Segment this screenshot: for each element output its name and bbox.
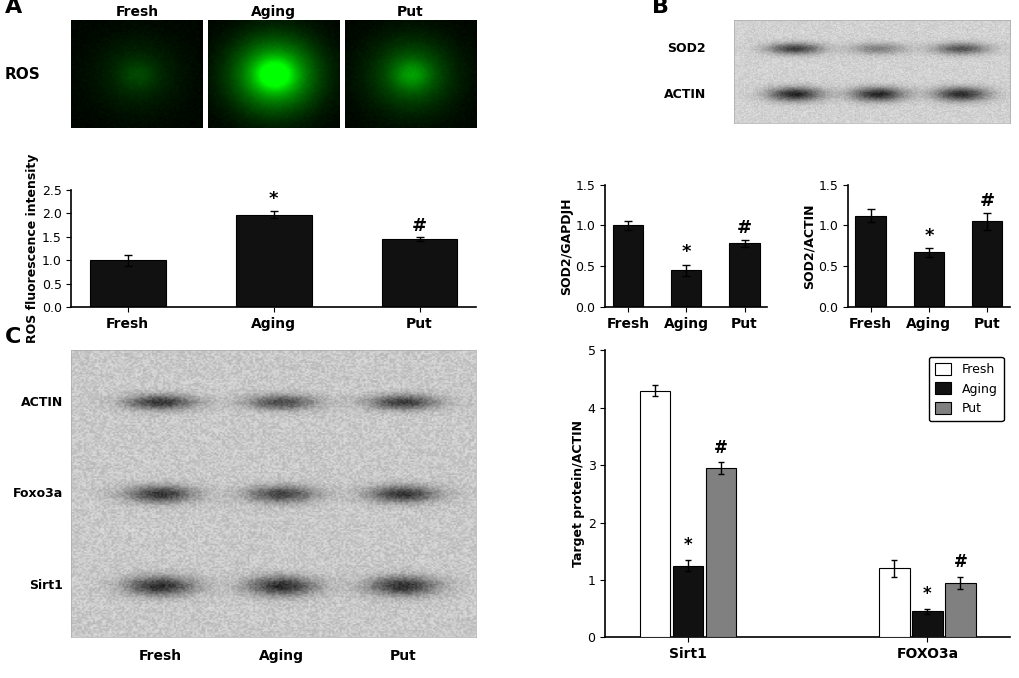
Text: *: * bbox=[681, 243, 690, 262]
Text: *: * bbox=[683, 536, 691, 554]
Text: *: * bbox=[922, 585, 930, 603]
Bar bbox=[381, 239, 458, 307]
Text: ACTIN: ACTIN bbox=[663, 87, 705, 100]
Bar bbox=[235, 215, 311, 307]
Legend: Fresh, Aging, Put: Fresh, Aging, Put bbox=[928, 357, 1003, 421]
Y-axis label: SOD2/ACTIN: SOD2/ACTIN bbox=[802, 203, 815, 289]
Text: #: # bbox=[737, 219, 751, 237]
Bar bbox=[971, 222, 1002, 307]
Text: #: # bbox=[978, 192, 994, 210]
Text: ROS: ROS bbox=[5, 66, 41, 81]
Title: Aging: Aging bbox=[251, 5, 296, 19]
Bar bbox=[90, 260, 165, 307]
Title: Fresh: Fresh bbox=[115, 5, 159, 19]
Bar bbox=[672, 565, 702, 637]
Bar bbox=[729, 243, 759, 307]
Text: Aging: Aging bbox=[259, 649, 304, 663]
Bar bbox=[878, 568, 909, 637]
Text: *: * bbox=[923, 227, 932, 245]
Bar bbox=[705, 468, 735, 637]
Text: ACTIN: ACTIN bbox=[21, 395, 63, 409]
Bar bbox=[612, 226, 642, 307]
Text: Sirt1: Sirt1 bbox=[30, 579, 63, 592]
Text: #: # bbox=[412, 217, 427, 235]
Text: #: # bbox=[713, 439, 727, 456]
Y-axis label: ROS fluorescence intensity: ROS fluorescence intensity bbox=[25, 154, 39, 343]
Bar bbox=[855, 216, 884, 307]
Text: #: # bbox=[953, 553, 966, 572]
Text: Put: Put bbox=[389, 649, 416, 663]
Y-axis label: SOD2/GAPDJH: SOD2/GAPDJH bbox=[559, 197, 573, 295]
Text: Fresh: Fresh bbox=[139, 649, 181, 663]
Bar bbox=[945, 583, 974, 637]
Bar bbox=[911, 612, 942, 637]
Bar bbox=[671, 271, 701, 307]
Text: SOD2: SOD2 bbox=[666, 43, 705, 56]
Bar bbox=[639, 391, 669, 637]
Y-axis label: Target protein/ACTIN: Target protein/ACTIN bbox=[572, 420, 584, 567]
Text: B: B bbox=[651, 0, 668, 17]
Title: Put: Put bbox=[396, 5, 423, 19]
Text: *: * bbox=[269, 191, 278, 208]
Bar bbox=[913, 252, 944, 307]
Text: Foxo3a: Foxo3a bbox=[13, 487, 63, 500]
Text: C: C bbox=[5, 327, 21, 347]
Text: A: A bbox=[5, 0, 22, 17]
